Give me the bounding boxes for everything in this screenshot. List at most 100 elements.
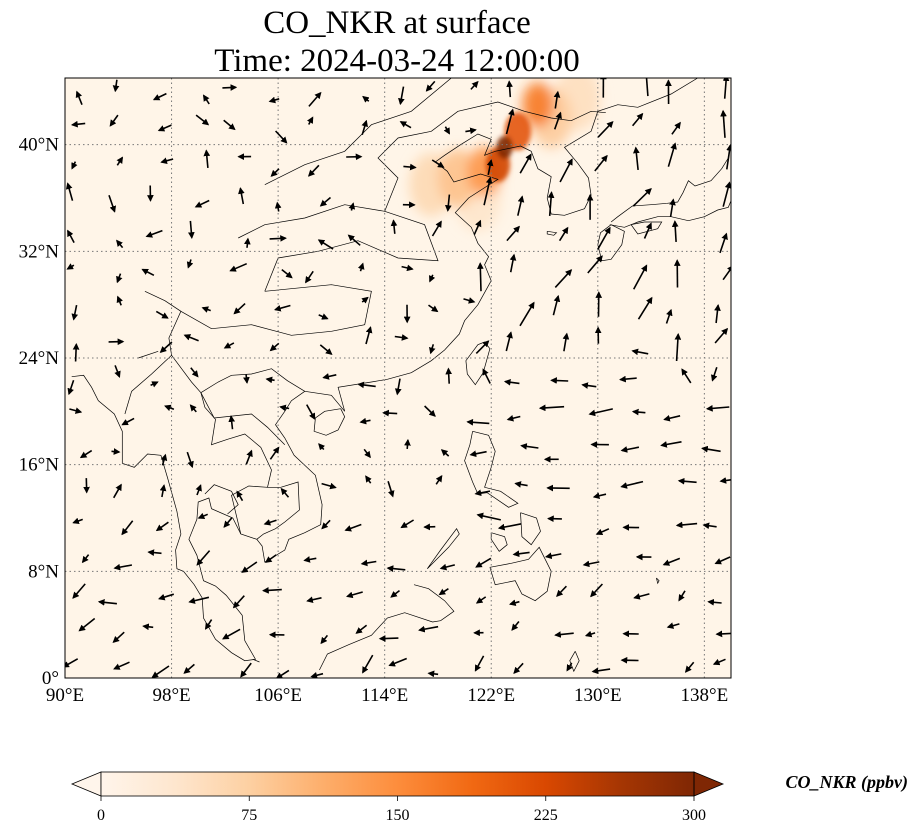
wind-arrow	[197, 512, 209, 520]
coastline-segment	[200, 392, 300, 540]
wind-arrow	[631, 112, 644, 127]
wind-arrow	[719, 232, 728, 254]
wind-arrow	[556, 585, 567, 597]
wind-arrow	[308, 91, 322, 107]
wind-arrow	[544, 552, 562, 560]
wind-arrow	[81, 554, 90, 564]
wind-arrow	[183, 334, 199, 342]
colorbar-ticks: 0 75 150 225 300	[97, 796, 706, 824]
wind-arrow	[438, 588, 449, 596]
wind-arrow	[476, 262, 484, 292]
wind-vectors	[65, 78, 731, 678]
wind-arrow	[232, 595, 245, 609]
wind-arrow	[357, 262, 365, 272]
wind-arrow	[195, 114, 210, 126]
wind-arrow	[445, 367, 453, 384]
wind-arrow	[519, 301, 535, 327]
wind-arrow	[667, 142, 677, 167]
wind-arrow	[475, 557, 492, 568]
wind-arrow	[476, 512, 501, 521]
wind-arrow	[159, 341, 173, 354]
wind-arrow	[109, 114, 119, 127]
latitude-tick-label: 0°	[42, 668, 59, 689]
wind-arrow	[114, 365, 121, 378]
wind-arrow	[202, 94, 210, 105]
wind-arrow	[519, 153, 532, 174]
wind-arrow	[275, 130, 288, 144]
wind-arrow	[429, 274, 436, 283]
wind-arrow	[72, 583, 86, 599]
wind-arrow	[194, 199, 210, 208]
wind-arrow	[712, 658, 726, 666]
latitude-tick-label: 8°N	[28, 561, 59, 582]
wind-arrow	[233, 303, 246, 315]
wind-arrow	[203, 149, 211, 168]
wind-arrow	[365, 475, 372, 484]
wind-arrow	[520, 443, 539, 450]
wind-arrow	[643, 222, 652, 239]
wind-arrow	[558, 226, 569, 242]
colorbar-tick-label: 0	[97, 807, 105, 824]
wind-arrow	[660, 441, 682, 448]
wind-arrow	[361, 119, 368, 136]
wind-arrow	[360, 559, 377, 567]
co-hotspot	[496, 135, 513, 159]
wind-arrow	[714, 303, 721, 324]
wind-arrow	[400, 519, 415, 529]
wind-arrow	[357, 381, 376, 389]
wind-arrow	[160, 157, 174, 164]
wind-arrow	[388, 657, 407, 667]
wind-arrow	[444, 194, 452, 212]
coastline-segment	[124, 290, 182, 415]
wind-arrow	[505, 331, 513, 352]
wind-arrow	[67, 229, 75, 243]
wind-arrow	[512, 550, 530, 558]
wind-arrow	[506, 225, 520, 242]
wind-arrow	[147, 549, 162, 556]
wind-arrow	[538, 404, 565, 412]
wind-arrow	[244, 237, 251, 248]
wind-arrow	[264, 554, 277, 563]
wind-arrow	[465, 127, 477, 135]
wind-arrow	[503, 378, 520, 386]
wind-arrow	[318, 313, 329, 320]
colorbar-gradient	[101, 772, 694, 796]
co-concentration-field	[409, 78, 601, 232]
wind-arrow	[303, 556, 317, 563]
wind-arrow	[361, 296, 369, 304]
wind-arrow	[344, 523, 362, 532]
wind-arrow	[566, 662, 573, 672]
wind-arrow	[319, 196, 332, 207]
wind-arrow	[425, 80, 436, 92]
wind-arrow	[597, 121, 614, 138]
wind-arrow	[474, 489, 491, 497]
wind-arrow	[707, 598, 722, 606]
wind-arrow	[362, 95, 370, 103]
wind-arrow	[196, 550, 211, 566]
longitude-tick-label: 106°E	[254, 685, 302, 706]
wind-arrow	[440, 449, 450, 457]
wind-arrow	[243, 374, 250, 384]
wind-arrow	[150, 381, 159, 388]
wind-arrow	[482, 368, 491, 384]
wind-arrow	[469, 450, 487, 458]
co-hotspot	[522, 82, 554, 128]
wind-arrow	[514, 481, 528, 488]
wind-arrow	[590, 583, 603, 598]
wind-arrow	[681, 368, 692, 384]
wind-arrow	[553, 111, 562, 130]
wind-arrow	[365, 326, 373, 345]
wind-arrow	[559, 158, 573, 183]
wind-arrow	[67, 379, 75, 396]
wind-arrow	[550, 377, 569, 384]
wind-arrow	[722, 78, 730, 99]
wind-arrow	[164, 404, 175, 412]
coastline-segment	[377, 101, 606, 212]
colorbar: 0 75 150 225 300 CO_NKR (ppbv)	[70, 771, 908, 824]
longitude-tick-label: 98°E	[152, 685, 190, 706]
wind-arrow	[431, 159, 445, 168]
wind-arrow	[675, 521, 698, 529]
wind-arrow	[116, 295, 123, 306]
wind-arrow	[223, 119, 236, 131]
